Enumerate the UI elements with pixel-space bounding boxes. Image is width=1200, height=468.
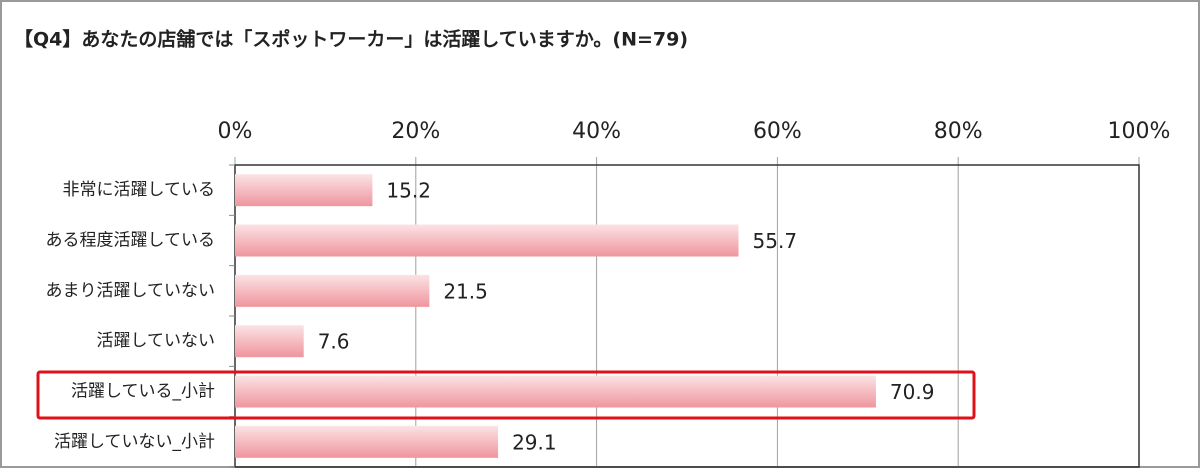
category-label: あまり活躍していない xyxy=(46,281,216,301)
category-label: 活躍していない xyxy=(97,331,216,351)
value-label: 15.2 xyxy=(386,179,431,203)
bar xyxy=(235,425,499,458)
value-label: 70.9 xyxy=(890,380,935,404)
category-label: 活躍している_小計 xyxy=(71,382,215,402)
value-label: 55.7 xyxy=(753,229,798,253)
x-tick-label: 0% xyxy=(218,119,253,144)
plot: 0% 20% 40% 60% 80% 100% 非常に活躍している 15.2 ある程度活躍してい… xyxy=(46,119,1171,468)
value-label: 29.1 xyxy=(512,430,557,454)
chart-title: 【Q4】あなたの店舗では「スポットワーカー」は活躍していますか。(N=79) xyxy=(14,28,688,51)
x-tick-label: 60% xyxy=(753,119,802,144)
category-label: 非常に活躍している xyxy=(63,180,216,200)
value-label: 7.6 xyxy=(318,330,350,354)
bar xyxy=(235,274,430,307)
x-tick-label: 20% xyxy=(391,119,440,144)
x-tick-label: 40% xyxy=(572,119,621,144)
bar xyxy=(235,325,304,358)
x-tick-label: 100% xyxy=(1108,119,1171,144)
value-label: 21.5 xyxy=(443,279,488,303)
bar xyxy=(235,224,739,257)
category-label: 活躍していない_小計 xyxy=(54,432,215,452)
highlight-box xyxy=(36,370,976,420)
category-label: ある程度活躍している xyxy=(46,231,216,251)
bar xyxy=(235,174,373,207)
bar xyxy=(235,375,876,408)
x-tick-label: 80% xyxy=(934,119,983,144)
